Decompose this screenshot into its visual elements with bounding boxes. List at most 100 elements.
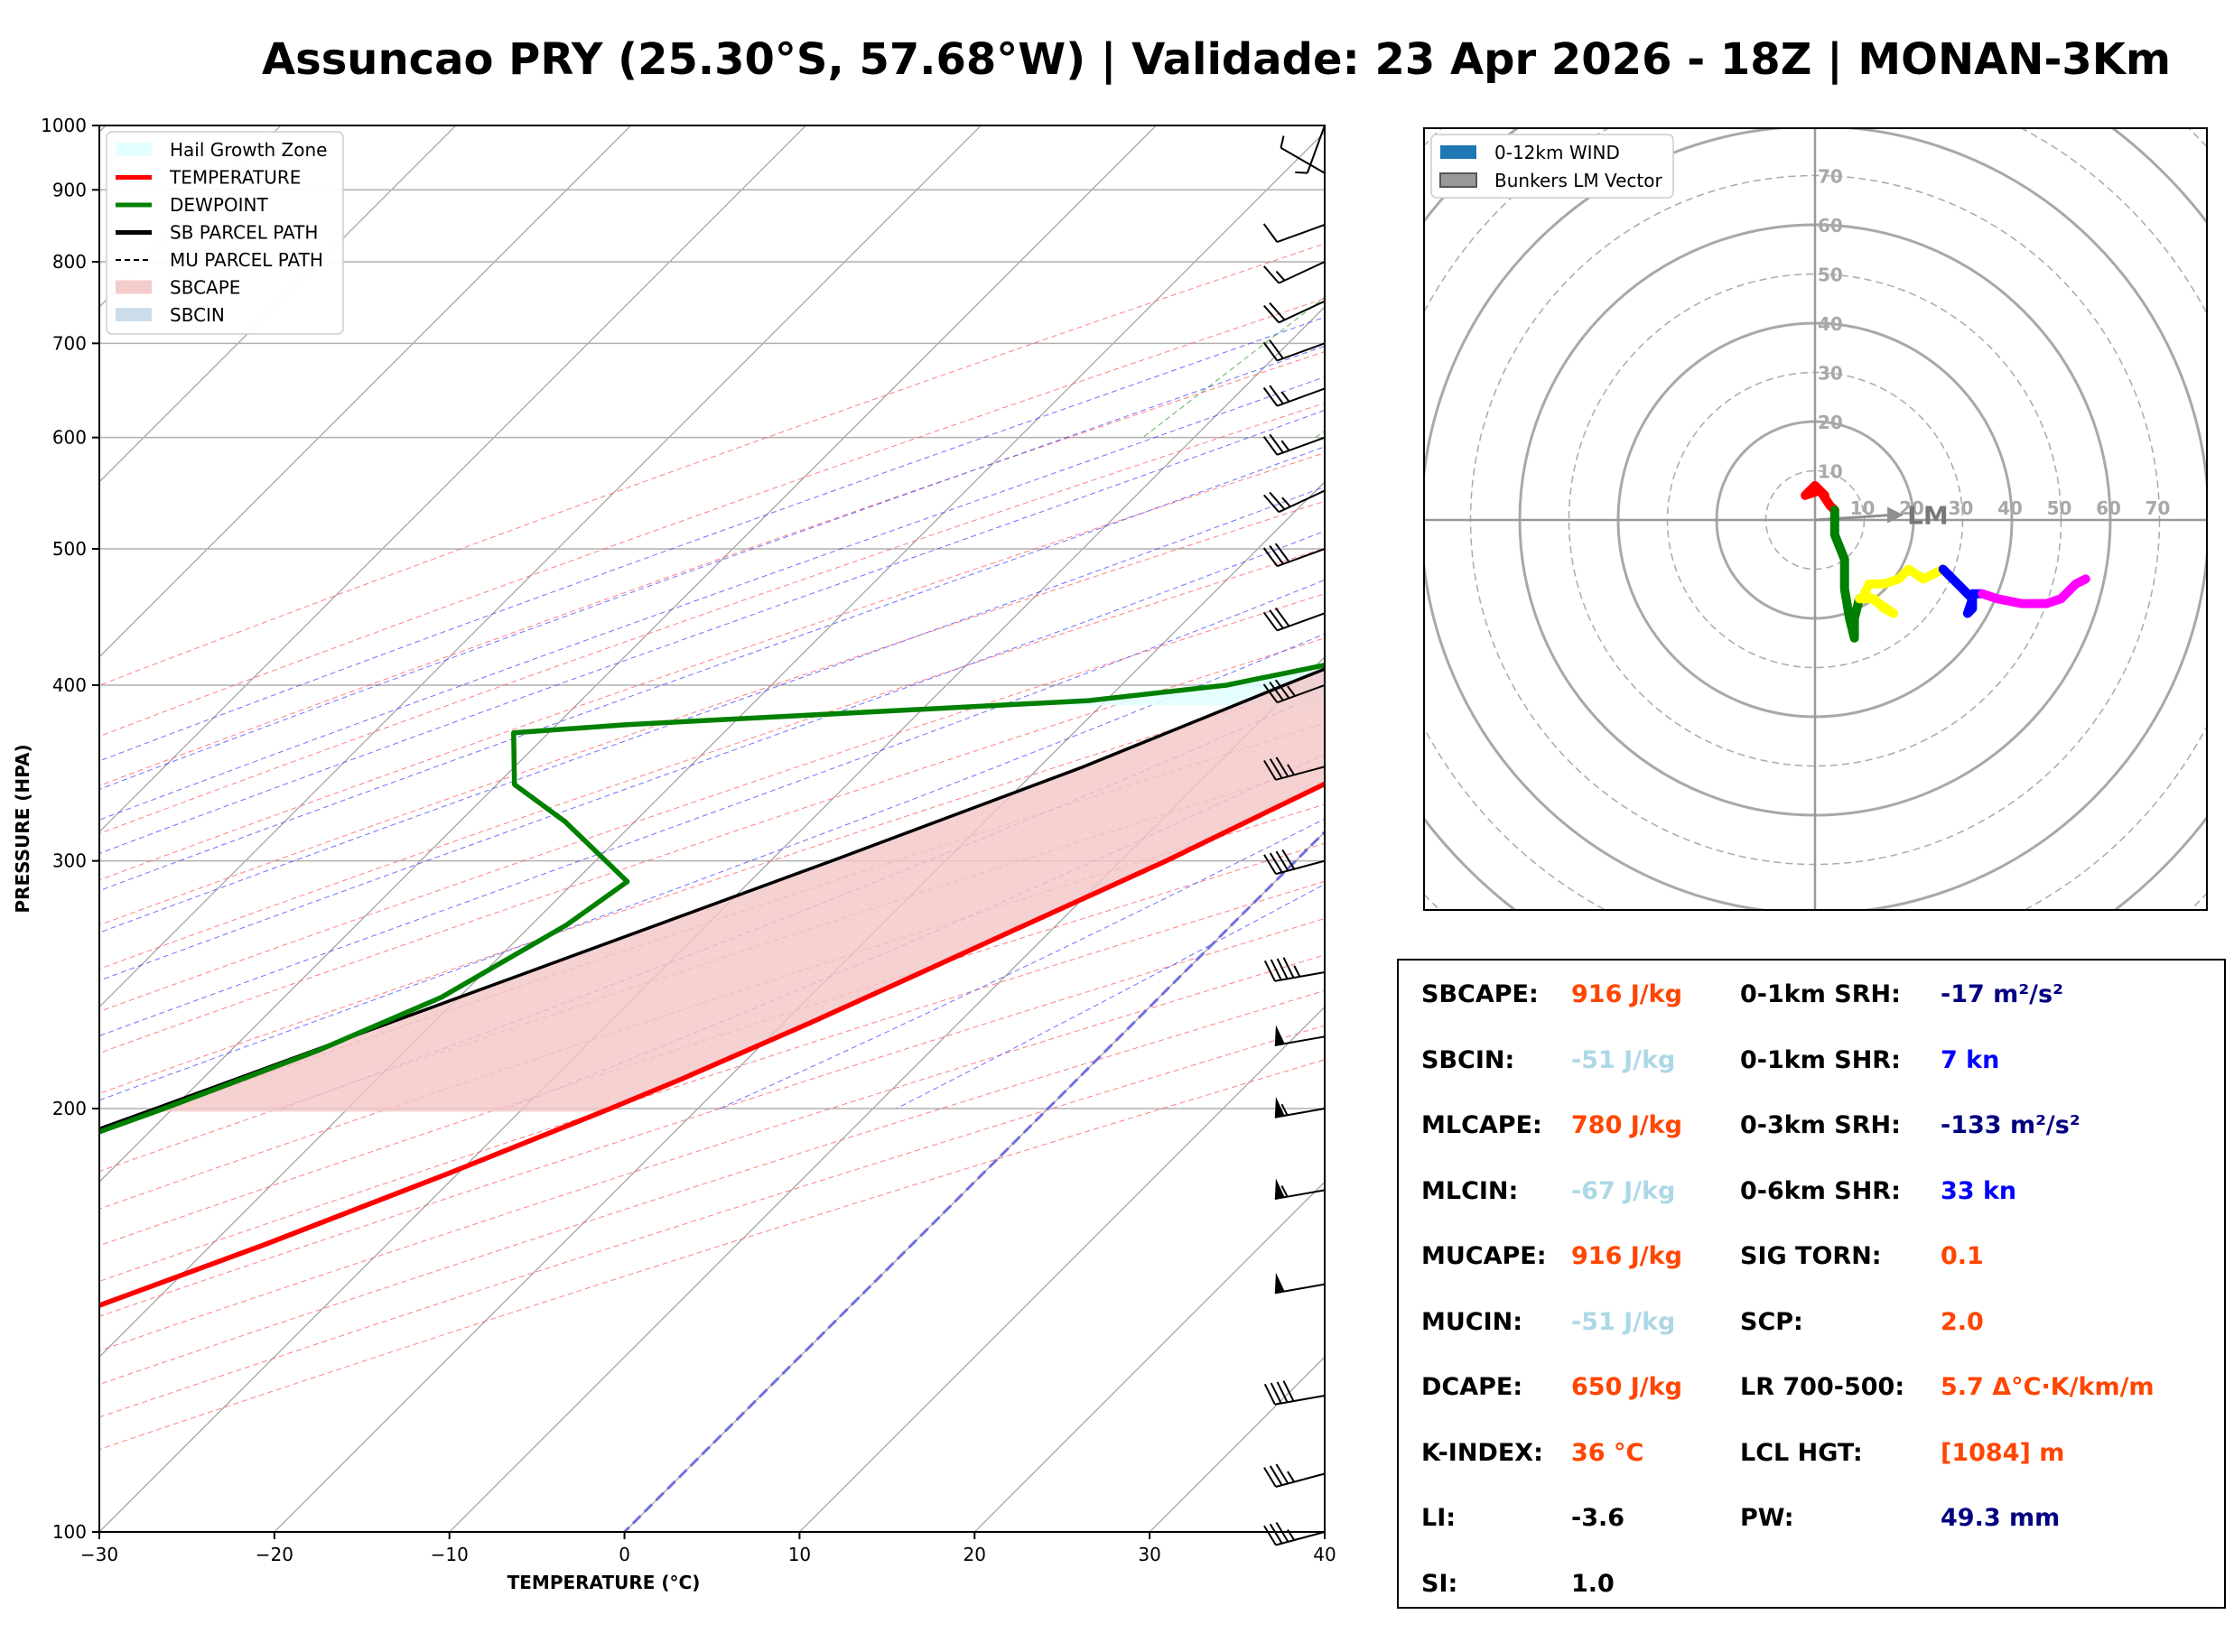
temperature-line [99,781,1325,1309]
y-tick-label: 800 [52,251,87,273]
wind-barb-full [1269,339,1284,359]
wind-barb [1262,543,1326,568]
hodograph-frame [1423,127,2208,911]
wind-barb-full [1269,433,1284,453]
wind-barb [1262,679,1326,704]
parameters-table: SBCAPE: 916 J/kg SBCIN: -51 J/kg MLCAPE: 780 … [1397,959,2226,1609]
wind-barb-flag [1274,1097,1285,1118]
wind-barb [1263,489,1326,514]
wind-barb-half [1280,391,1290,403]
isotherm-line [99,131,1325,1358]
y-tick-label: 100 [52,1521,87,1543]
y-tick-label: 200 [52,1098,87,1119]
wind-barb-full [1262,547,1279,567]
wind-barb-full [1269,681,1284,701]
wind-barb [1263,300,1326,324]
param-value-left: -51 J/kg [1571,1045,1676,1074]
dry-adiabat [99,637,1325,1054]
y-tick-label: 1000 [41,115,87,136]
wind-barb-full [1263,265,1280,284]
hodo-legend-box [1430,134,1674,199]
param-label-left: DCAPE: [1421,1373,1523,1401]
wind-barb-staff [1277,612,1326,632]
legend-label: Hail Growth Zone [170,139,327,161]
param-label-left: SI: [1421,1569,1458,1598]
hodo-ring-label-h: 20 [1899,497,1924,519]
legend-label: TEMPERATURE [169,167,301,189]
wind-barb [1263,1463,1326,1488]
param-label-right: LR 700-500: [1740,1373,1905,1401]
wind-barb-half [1287,764,1296,775]
wind-barbs [1262,125,1326,1546]
moist-adiabat [99,409,1325,854]
wind-barb-full [1269,1523,1283,1545]
wind-barb-staff [1277,387,1326,407]
x-tick-label: 0 [619,1544,630,1565]
isotherm-line [99,125,982,1008]
wind-barb [1274,1097,1326,1118]
dry-adiabat [99,954,1325,1351]
wind-barb-staff [1274,1108,1326,1118]
isotherm-line [99,125,282,308]
wind-barb-full [1276,1381,1289,1403]
wind-barb-full [1275,756,1289,777]
param-value-right: -17 m²/s² [1941,980,2063,1008]
param-value-right: [1084] m [1941,1438,2065,1467]
wind-barb-staff [1277,436,1326,456]
moist-adiabat [99,530,1325,981]
wind-barb-staff [1274,1035,1326,1047]
param-label-left: MUCAPE: [1421,1242,1547,1270]
param-value-left: 36 °C [1571,1438,1644,1467]
wind-barb-staff [1274,971,1326,982]
legend-label: SBCAPE [170,277,240,299]
wind-barb-full [1269,609,1284,629]
wind-barb-staff [1280,146,1326,174]
wind-barb [1274,1025,1326,1047]
wind-barb-full [1269,385,1284,404]
param-value-left: 1.0 [1571,1569,1615,1598]
param-value-right: 5.7 Δ°C·K/km/m [1941,1373,2155,1401]
hodo-ring-label-v: 70 [1818,166,1843,188]
wind-barb-full [1263,960,1276,982]
mixing-ratio-line [1741,125,2182,438]
param-value-right: 0.1 [1941,1242,1984,1270]
wind-barb-full [1263,494,1280,513]
lm-label: LM [1907,501,1949,531]
x-tick-label: 10 [788,1544,811,1565]
dry-adiabat [99,243,1325,686]
wind-barb [1280,135,1326,174]
param-value-left: 916 J/kg [1571,980,1682,1008]
wind-barb-staff [1275,859,1326,876]
wind-barb-half [1295,171,1308,174]
legend-box [106,131,344,335]
dry-adiabat [99,298,1325,738]
x-tick-label: 30 [1138,1544,1160,1565]
isotherm-line [99,125,1157,1183]
wind-barb-flag [1274,1025,1285,1046]
y-tick-label: 300 [52,850,87,872]
param-value-right: 33 kn [1941,1176,2017,1205]
wind-barb-full [1263,1525,1277,1546]
param-label-left: MLCAPE: [1421,1111,1542,1139]
param-value-right: 2.0 [1941,1307,1984,1336]
param-label-right: SIG TORN: [1740,1242,1882,1270]
wind-barb-full [1269,302,1286,321]
wind-barb-half [1287,1471,1296,1483]
wind-barb-half [1280,1185,1289,1198]
wind-barb-full [1270,959,1282,980]
legend-label: DEWPOINT [170,194,268,216]
legend-swatch [116,308,152,321]
hodo-ring-label-v: 50 [1818,265,1843,286]
param-value-left: 780 J/kg [1571,1111,1682,1139]
wind-barb [1262,223,1326,244]
hodo-trace [1978,574,2090,608]
skewt-frame [98,125,1326,1533]
x-tick-label: −10 [431,1544,469,1565]
wind-barb-full [1275,850,1289,872]
wind-barb-full [1269,491,1286,510]
wind-barb-staff [1306,125,1326,173]
wind-barb-full [1263,1383,1276,1406]
wind-barb [1263,849,1326,876]
wind-barb-full [1269,758,1283,779]
